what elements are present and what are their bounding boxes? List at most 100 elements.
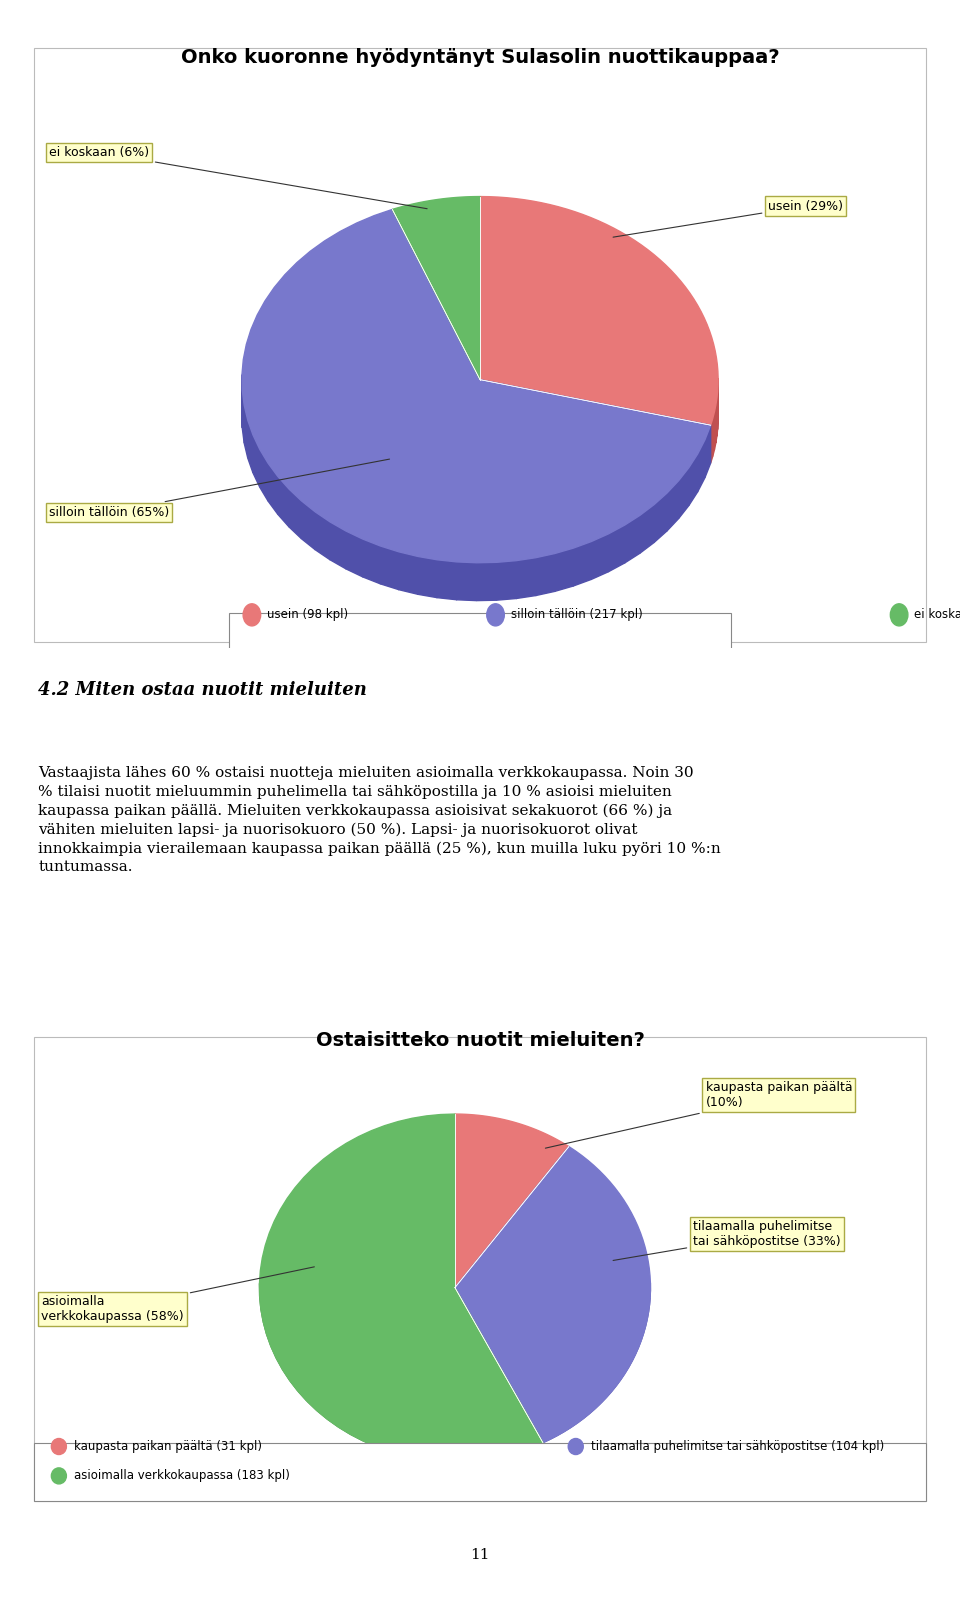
Polygon shape (418, 556, 437, 598)
Polygon shape (573, 541, 591, 586)
Polygon shape (339, 1427, 350, 1434)
Polygon shape (595, 1403, 601, 1408)
Polygon shape (516, 557, 536, 598)
Polygon shape (633, 1354, 636, 1361)
Polygon shape (437, 561, 457, 599)
Polygon shape (641, 1333, 643, 1340)
Polygon shape (643, 1327, 645, 1333)
Circle shape (568, 1439, 584, 1455)
Polygon shape (248, 420, 253, 473)
Polygon shape (607, 1392, 612, 1398)
Polygon shape (636, 1348, 638, 1354)
Polygon shape (609, 525, 625, 572)
Text: Onko kuoronne hyödyntänyt Sulasolin nuottikauppaa?: Onko kuoronne hyödyntänyt Sulasolin nuot… (180, 49, 780, 66)
Polygon shape (716, 399, 717, 442)
Polygon shape (307, 1401, 317, 1411)
Polygon shape (253, 434, 260, 488)
Polygon shape (625, 1367, 629, 1374)
Polygon shape (389, 1452, 403, 1455)
Polygon shape (480, 196, 718, 424)
Text: usein (98 kpl): usein (98 kpl) (267, 609, 348, 622)
Polygon shape (350, 1434, 363, 1440)
Circle shape (243, 604, 261, 625)
Polygon shape (629, 1361, 633, 1367)
Polygon shape (536, 554, 555, 596)
Polygon shape (667, 481, 679, 531)
Polygon shape (242, 390, 244, 442)
Polygon shape (259, 1115, 543, 1461)
Polygon shape (647, 1312, 649, 1319)
Polygon shape (298, 1392, 307, 1401)
Text: Vastaajista lähes 60 % ostaisi nuotteja mieluiten asioimalla verkkokaupassa. Noi: Vastaajista lähes 60 % ostaisi nuotteja … (38, 766, 721, 873)
Polygon shape (591, 535, 609, 580)
Polygon shape (705, 424, 710, 478)
Polygon shape (698, 439, 705, 492)
Polygon shape (489, 1456, 502, 1458)
Text: kaupasta paikan päältä (31 kpl): kaupasta paikan päältä (31 kpl) (74, 1440, 262, 1453)
Polygon shape (393, 196, 480, 379)
Polygon shape (317, 1411, 327, 1419)
Polygon shape (330, 522, 346, 569)
Polygon shape (654, 492, 667, 543)
Polygon shape (543, 1439, 550, 1443)
Polygon shape (380, 546, 399, 590)
Polygon shape (242, 209, 710, 562)
Polygon shape (457, 562, 477, 601)
Circle shape (51, 1468, 66, 1484)
Polygon shape (571, 1422, 577, 1427)
Text: asioimalla
verkkokaupassa (58%): asioimalla verkkokaupassa (58%) (41, 1267, 314, 1324)
Polygon shape (640, 505, 654, 554)
Polygon shape (327, 1419, 339, 1427)
Polygon shape (557, 1432, 564, 1435)
Polygon shape (620, 1374, 625, 1380)
Text: asioimalla verkkokaupassa (183 kpl): asioimalla verkkokaupassa (183 kpl) (74, 1469, 290, 1482)
Polygon shape (477, 562, 496, 601)
Polygon shape (289, 489, 301, 539)
Polygon shape (263, 1322, 267, 1333)
Polygon shape (261, 1309, 263, 1322)
Text: ei koskaan (6%): ei koskaan (6%) (49, 146, 427, 209)
Polygon shape (290, 1380, 298, 1392)
Polygon shape (712, 411, 714, 457)
Polygon shape (689, 454, 698, 505)
Polygon shape (271, 1346, 276, 1358)
Polygon shape (555, 548, 573, 591)
Polygon shape (455, 1115, 569, 1288)
Polygon shape (375, 1447, 389, 1452)
Polygon shape (417, 1458, 431, 1460)
Bar (34, 1442, 926, 1502)
Circle shape (487, 604, 504, 625)
Polygon shape (346, 531, 363, 577)
Polygon shape (638, 1340, 641, 1348)
Polygon shape (649, 1304, 650, 1312)
Text: silloin tällöin (65%): silloin tällöin (65%) (49, 458, 390, 518)
Polygon shape (363, 539, 380, 583)
Polygon shape (502, 1453, 516, 1456)
Polygon shape (363, 1440, 375, 1447)
Polygon shape (496, 561, 516, 599)
Polygon shape (277, 476, 289, 526)
Polygon shape (474, 1458, 489, 1460)
Polygon shape (710, 418, 712, 463)
Text: silloin tällöin (217 kpl): silloin tällöin (217 kpl) (511, 609, 642, 622)
Polygon shape (244, 405, 248, 458)
Polygon shape (577, 1419, 584, 1422)
Text: usein (29%): usein (29%) (613, 199, 843, 237)
Text: ei koskaan (20 kpl): ei koskaan (20 kpl) (914, 609, 960, 622)
Text: 4.2 Miten ostaa nuotit mieluiten: 4.2 Miten ostaa nuotit mieluiten (38, 680, 368, 700)
Polygon shape (714, 405, 716, 450)
Polygon shape (276, 1358, 282, 1369)
Polygon shape (550, 1435, 557, 1439)
Polygon shape (616, 1380, 620, 1385)
Polygon shape (455, 1147, 651, 1443)
Polygon shape (625, 515, 640, 564)
Text: Ostaisitteko nuotit mieluiten?: Ostaisitteko nuotit mieluiten? (316, 1032, 644, 1050)
Polygon shape (589, 1408, 595, 1414)
Bar (229, 614, 731, 651)
Polygon shape (282, 1369, 290, 1380)
Circle shape (51, 1439, 66, 1455)
Polygon shape (601, 1398, 607, 1403)
Polygon shape (399, 552, 418, 595)
Text: kaupasta paikan päältä
(10%): kaupasta paikan päältä (10%) (545, 1082, 852, 1149)
Polygon shape (584, 1414, 589, 1419)
